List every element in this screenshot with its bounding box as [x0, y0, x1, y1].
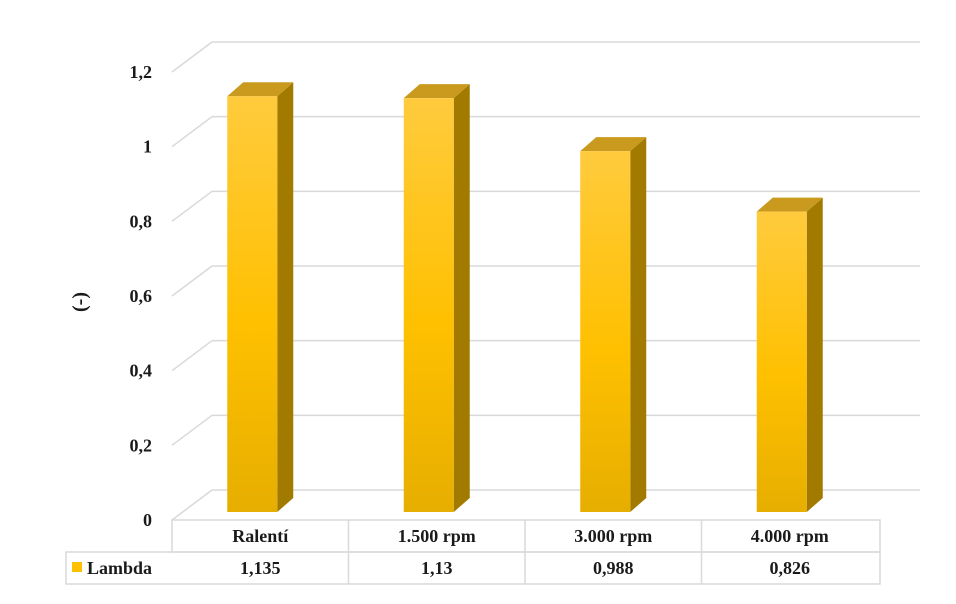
- y-tick-label: 0,2: [130, 435, 153, 455]
- bar-front: [403, 98, 454, 512]
- gridline-depth: [171, 190, 213, 222]
- gridline-depth: [171, 489, 213, 521]
- x-tick-label: 4.000 rpm: [751, 526, 829, 546]
- gridline-depth: [171, 340, 213, 372]
- bar-front: [580, 151, 631, 512]
- data-label: 1,135: [240, 558, 281, 578]
- y-tick-label: 0: [143, 510, 152, 530]
- bar-top: [403, 84, 470, 99]
- bar-side: [277, 82, 294, 513]
- y-tick-label: 0,6: [130, 286, 153, 306]
- y-axis-label: (-): [69, 292, 91, 312]
- bar-top: [227, 82, 294, 97]
- y-axis-ticks: 0 0,2 0,4 0,6 0,8 1 1,2: [130, 62, 153, 530]
- gridline-depth: [171, 41, 213, 73]
- bar-side: [806, 197, 823, 513]
- bar-side: [453, 84, 470, 512]
- bar: [403, 84, 470, 512]
- y-tick-label: 0,4: [130, 361, 153, 381]
- gridline-depth: [171, 414, 213, 446]
- bar-top: [756, 197, 823, 212]
- bar-front: [227, 96, 278, 513]
- x-tick-label: Ralentí: [232, 526, 289, 546]
- x-tick-label: 3.000 rpm: [574, 526, 652, 546]
- gridlines: [171, 41, 920, 521]
- data-label: 0,988: [593, 558, 634, 578]
- bars: [227, 82, 823, 513]
- gridline-depth: [171, 265, 213, 297]
- legend-label: Lambda: [87, 558, 152, 578]
- gridline-depth: [171, 116, 213, 148]
- data-label: 0,826: [770, 558, 811, 578]
- bar-top: [580, 137, 647, 152]
- bar: [756, 197, 823, 513]
- bar-side: [630, 137, 647, 512]
- legend-swatch: [72, 562, 82, 572]
- data-table: Ralentí 1.500 rpm 3.000 rpm 4.000 rpm Lambda…: [65, 519, 881, 585]
- bar: [227, 82, 294, 513]
- y-tick-label: 0,8: [130, 211, 153, 231]
- bar: [580, 137, 647, 512]
- bar-front: [756, 211, 807, 513]
- data-label: 1,13: [421, 558, 453, 578]
- x-tick-label: 1.500 rpm: [398, 526, 476, 546]
- y-tick-label: 1,2: [130, 62, 153, 82]
- table-data-row: [65, 551, 881, 585]
- y-tick-label: 1: [143, 137, 152, 157]
